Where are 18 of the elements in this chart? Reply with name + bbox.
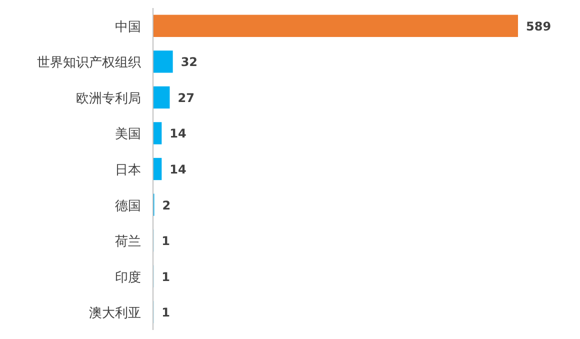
data-label: 1 (162, 234, 170, 248)
data-label: 589 (526, 19, 552, 34)
data-label: 1 (162, 270, 170, 284)
y-tick-label: 印度 (115, 269, 141, 286)
y-tick-label: 德国 (115, 198, 141, 214)
y-tick-label: 美国 (115, 126, 141, 142)
data-label: 14 (170, 126, 186, 141)
data-label: 27 (178, 90, 194, 105)
y-tick-label: 荷兰 (115, 234, 141, 250)
y-tick-label: 欧洲专利局 (76, 91, 141, 106)
y-tick-label: 日本 (115, 163, 141, 178)
data-label: 1 (162, 306, 170, 320)
data-label: 14 (170, 162, 186, 176)
y-tick-label: 世界知识产权组织 (37, 56, 141, 71)
y-tick-label: 中国 (115, 20, 141, 35)
y-tick-label: 澳大利亚 (89, 306, 141, 322)
data-label: 32 (180, 55, 198, 70)
data-label: 2 (162, 198, 171, 212)
